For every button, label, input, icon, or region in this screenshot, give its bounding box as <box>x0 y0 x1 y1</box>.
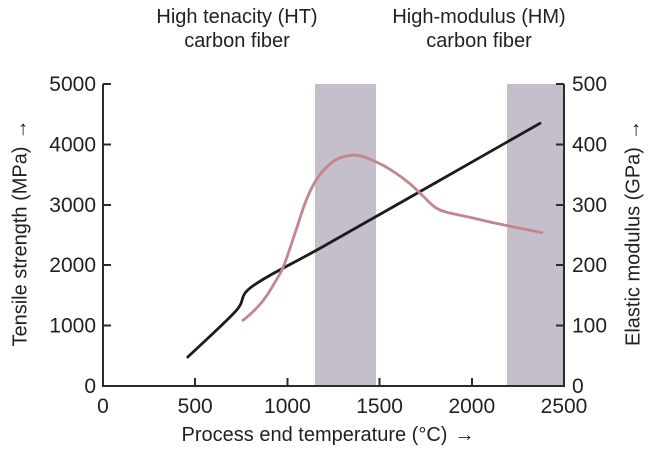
right-y-tick-label: 400 <box>572 133 607 156</box>
left-y-tick-label: 2000 <box>49 254 96 277</box>
left-y-tick-label: 4000 <box>49 133 96 156</box>
left-y-tick-label: 0 <box>84 375 96 398</box>
region-title-line1: High tenacity (HT) <box>156 6 318 28</box>
region-title-high-tenacity: High tenacity (HT) carbon fiber <box>156 5 317 53</box>
right-y-tick-label: 300 <box>572 194 607 217</box>
right-y-tick-label: 100 <box>572 315 607 338</box>
left-y-tick-label: 5000 <box>49 73 96 96</box>
x-tick-label: 0 <box>97 395 109 418</box>
region-title-line2: carbon fiber <box>184 30 290 52</box>
region-title-line2: carbon fiber <box>426 30 532 52</box>
shaded-band <box>506 84 564 386</box>
tensile-strength-curve <box>241 153 544 322</box>
left-y-tick-label: 1000 <box>49 315 96 338</box>
x-axis-title: Process end temperature (°C) → <box>182 424 475 447</box>
x-axis-title-text: Process end temperature (°C) <box>181 424 448 446</box>
right-y-tick-label: 0 <box>572 375 584 398</box>
x-tick-label: 500 <box>178 395 213 418</box>
left-y-tick-label: 3000 <box>49 194 96 217</box>
x-tick-label: 2000 <box>448 395 495 418</box>
x-tick-label: 2500 <box>541 395 588 418</box>
right-arrow-icon: → <box>454 424 475 446</box>
elastic-modulus-curve <box>186 121 542 359</box>
right-y-tick-label: 500 <box>572 73 607 96</box>
x-tick-label: 1000 <box>264 395 311 418</box>
right-y-tick-label: 200 <box>572 254 607 277</box>
region-title-line1: High-modulus (HM) <box>392 6 566 28</box>
region-title-high-modulus: High-modulus (HM) carbon fiber <box>392 5 565 53</box>
x-tick-label: 1500 <box>356 395 403 418</box>
